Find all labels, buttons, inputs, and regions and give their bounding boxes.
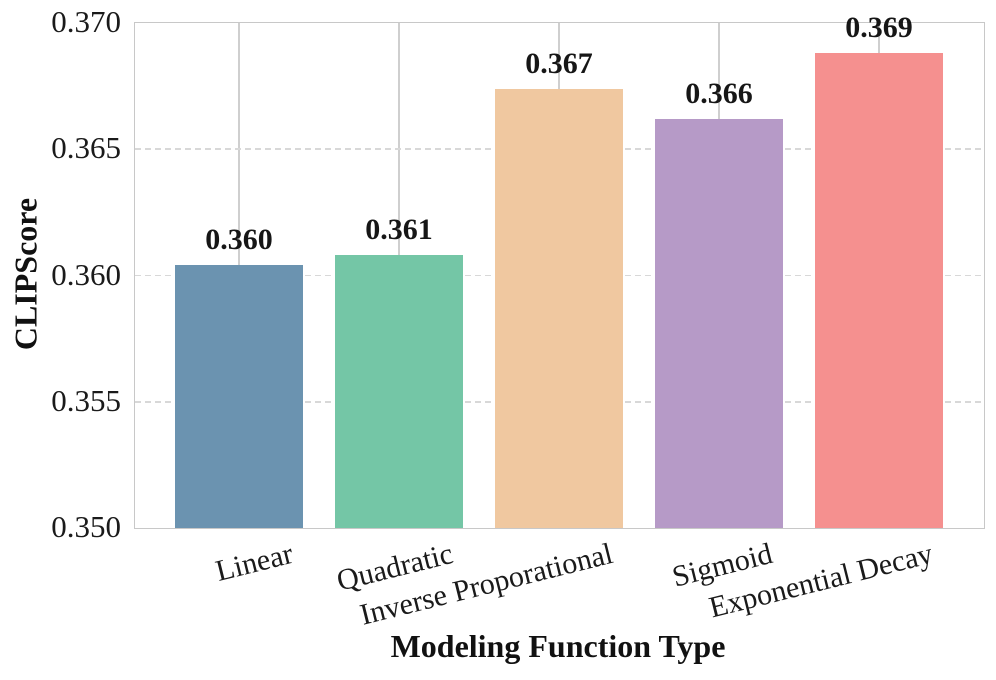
- plot-area: 0.360 0.361 0.367 0.366 0.369: [134, 13, 985, 529]
- y-tick-label: 0.370: [51, 4, 121, 39]
- bar-value-label: 0.369: [845, 11, 913, 45]
- x-axis-title: Modeling Function Type: [390, 628, 726, 664]
- bar-sigmoid: [655, 118, 783, 528]
- y-tick-label: 0.360: [51, 256, 121, 292]
- bar-value-label: 0.360: [205, 223, 273, 257]
- bar-value-label: 0.366: [685, 76, 753, 110]
- bar-quadratic: [335, 255, 463, 528]
- y-tick-label: 0.355: [51, 382, 121, 418]
- bar-linear: [175, 265, 303, 528]
- x-tick-label-linear: Linear: [212, 537, 296, 588]
- y-tick-label: 0.350: [51, 509, 121, 544]
- bar-value-label: 0.361: [365, 213, 433, 247]
- bar-inverse-proporational: [495, 88, 623, 528]
- y-tick-label: 0.365: [51, 130, 121, 166]
- bar-exponential-decay: [815, 53, 943, 528]
- bar-value-label: 0.367: [525, 46, 593, 80]
